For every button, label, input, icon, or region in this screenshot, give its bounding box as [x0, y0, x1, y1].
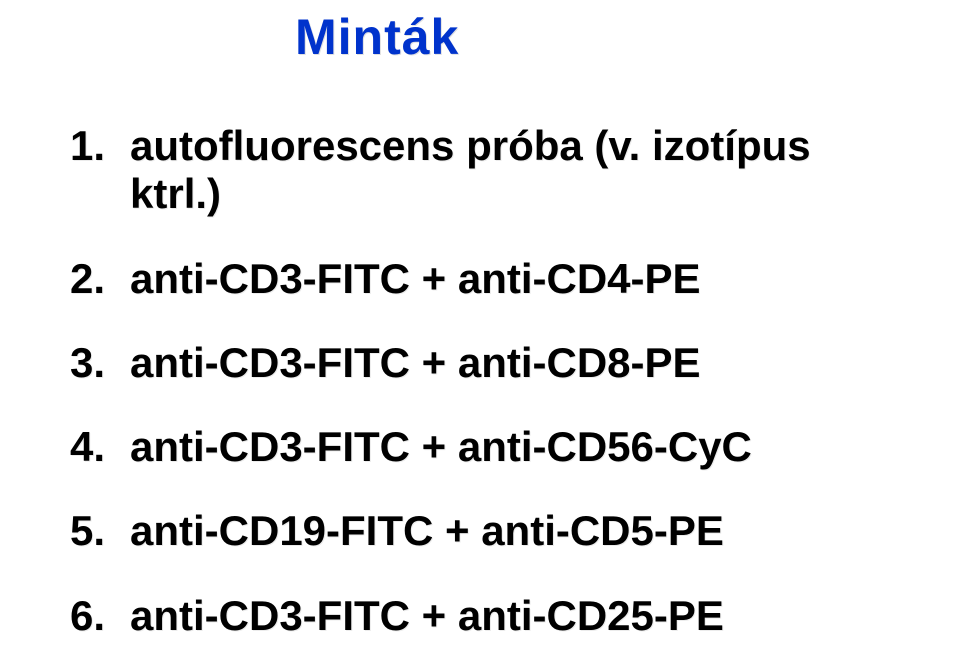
item-number: 1. — [70, 122, 130, 219]
slide-title: Minták — [295, 8, 910, 66]
item-text: anti-CD3-FITC + anti-CD4-PE — [130, 255, 910, 303]
list-item: 3. anti-CD3-FITC + anti-CD8-PE — [70, 339, 910, 387]
item-number: 4. — [70, 423, 130, 471]
sample-list: 1. autofluorescens próba (v. izotípus kt… — [70, 122, 910, 640]
item-line2: ktrl.) — [130, 170, 910, 218]
item-number: 3. — [70, 339, 130, 387]
item-number: 6. — [70, 592, 130, 640]
item-text: anti-CD3-FITC + anti-CD25-PE — [130, 592, 910, 640]
item-number: 5. — [70, 507, 130, 555]
list-item: 1. autofluorescens próba (v. izotípus kt… — [70, 122, 910, 219]
list-item: 2. anti-CD3-FITC + anti-CD4-PE — [70, 255, 910, 303]
list-item: 5. anti-CD19-FITC + anti-CD5-PE — [70, 507, 910, 555]
item-text: anti-CD19-FITC + anti-CD5-PE — [130, 507, 910, 555]
item-text: anti-CD3-FITC + anti-CD8-PE — [130, 339, 910, 387]
list-item: 6. anti-CD3-FITC + anti-CD25-PE — [70, 592, 910, 640]
item-text: anti-CD3-FITC + anti-CD56-CyC — [130, 423, 910, 471]
slide: Minták 1. autofluorescens próba (v. izot… — [0, 0, 960, 658]
item-line1: autofluorescens próba (v. izotípus — [130, 122, 811, 169]
item-text: autofluorescens próba (v. izotípus ktrl.… — [130, 122, 910, 219]
item-number: 2. — [70, 255, 130, 303]
list-item: 4. anti-CD3-FITC + anti-CD56-CyC — [70, 423, 910, 471]
